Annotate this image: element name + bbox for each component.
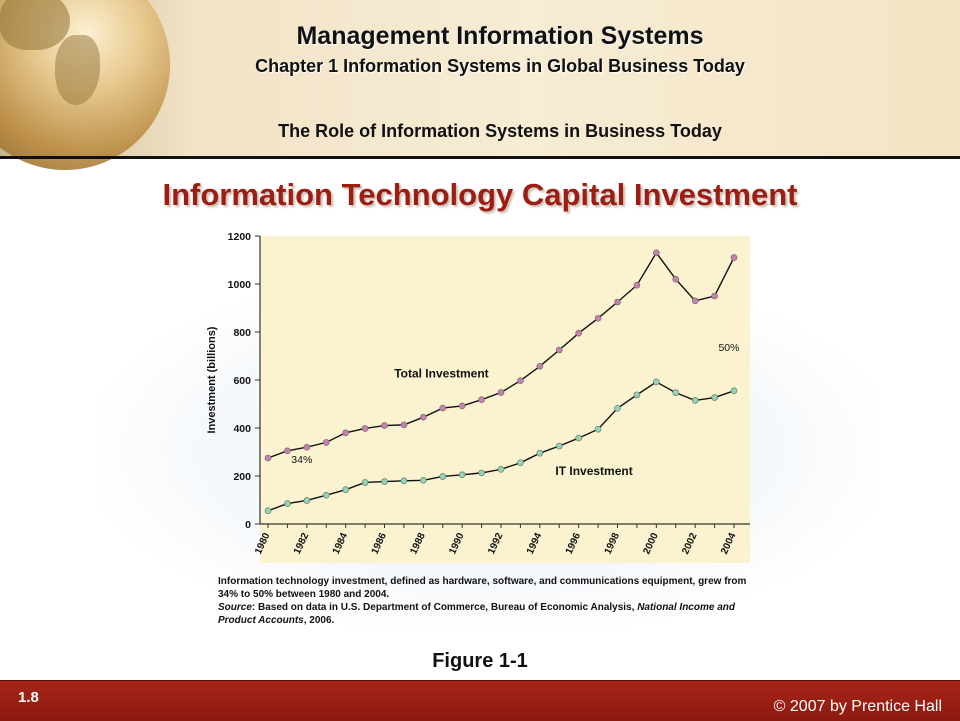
figure-caption: Information technology investment, defin…: [218, 575, 763, 627]
data-point: [555, 442, 563, 450]
data-point: [517, 377, 524, 385]
annotation-label: 34%: [291, 454, 312, 466]
header-divider: [0, 156, 960, 159]
data-point: [497, 389, 505, 396]
data-point: [439, 473, 447, 480]
data-point: [361, 425, 369, 432]
data-point: [381, 422, 388, 429]
globe-land: [55, 35, 100, 105]
series-labels: Total Investment IT Investment: [394, 367, 633, 478]
data-point: [264, 507, 272, 515]
data-point: [478, 469, 485, 477]
data-point: [633, 281, 641, 289]
y-axis-ticks: 0 200 400 600 800 1000 1200: [228, 231, 260, 531]
plot-area: [260, 236, 750, 563]
data-point: [653, 378, 660, 386]
caption-source-text: : Based on data in U.S. Department of Co…: [251, 602, 638, 613]
chapter-title: Chapter 1 Information Systems in Global …: [255, 56, 745, 76]
data-point: [284, 500, 291, 507]
data-point: [575, 434, 582, 442]
section-title: The Role of Information Systems in Busin…: [278, 121, 722, 141]
y-tick-label: 600: [233, 375, 251, 387]
y-tick-label: 1200: [228, 231, 252, 243]
data-point: [633, 391, 641, 399]
data-point: [555, 346, 563, 354]
data-point: [497, 465, 505, 473]
data-point: [594, 315, 602, 322]
data-point: [614, 298, 621, 306]
slide-number: 1.8: [18, 689, 39, 706]
data-point: [672, 389, 680, 397]
caption-source-year: , 2006.: [303, 615, 335, 626]
data-point: [594, 425, 602, 433]
data-point: [303, 497, 311, 504]
data-point: [303, 443, 311, 451]
annotations: 34% 50%: [291, 342, 739, 466]
data-point: [322, 439, 330, 446]
data-point: [458, 402, 466, 410]
data-point: [730, 387, 738, 395]
data-point: [614, 405, 621, 412]
data-point: [400, 421, 408, 429]
y-tick-label: 0: [245, 519, 251, 531]
series-label: IT Investment: [555, 464, 632, 478]
data-point: [536, 363, 544, 370]
caption-description: Information technology investment, defin…: [218, 576, 747, 600]
data-point: [322, 491, 330, 499]
annotation-label: 50%: [718, 342, 739, 354]
data-point: [575, 329, 582, 337]
data-point: [653, 249, 660, 257]
slide-title: Information Technology Capital Investmen…: [162, 177, 798, 212]
data-point: [439, 404, 447, 412]
data-point: [691, 397, 699, 404]
series-label: Total Investment: [394, 367, 488, 381]
data-point: [420, 413, 427, 421]
y-axis-label: Investment (billions): [206, 326, 218, 433]
data-point: [284, 447, 291, 455]
y-tick-label: 400: [233, 423, 251, 435]
data-point: [458, 471, 466, 479]
data-point: [730, 254, 738, 261]
data-point: [478, 396, 485, 403]
series-group: [264, 249, 738, 515]
data-point: [517, 459, 524, 467]
data-point: [711, 292, 718, 300]
caption-source-title: National Income and Product Accounts: [218, 602, 735, 626]
data-point: [536, 449, 544, 457]
data-point: [711, 394, 718, 401]
y-tick-label: 800: [233, 327, 251, 339]
course-title: Management Information Systems: [296, 22, 704, 50]
y-tick-label: 200: [233, 471, 251, 483]
data-point: [264, 454, 272, 462]
footer-bar: [0, 680, 960, 721]
copyright: © 2007 by Prentice Hall: [773, 698, 942, 715]
data-point: [342, 429, 349, 437]
data-point: [691, 297, 699, 305]
data-point: [420, 477, 427, 484]
globe-land: [0, 0, 70, 50]
data-point: [381, 478, 388, 485]
data-point: [672, 275, 680, 283]
caption-source-label: Source: [218, 602, 252, 613]
data-point: [400, 477, 408, 485]
figure-label: Figure 1-1: [432, 650, 528, 672]
data-point: [342, 486, 349, 493]
y-tick-label: 1000: [228, 279, 252, 291]
data-point: [361, 479, 369, 486]
